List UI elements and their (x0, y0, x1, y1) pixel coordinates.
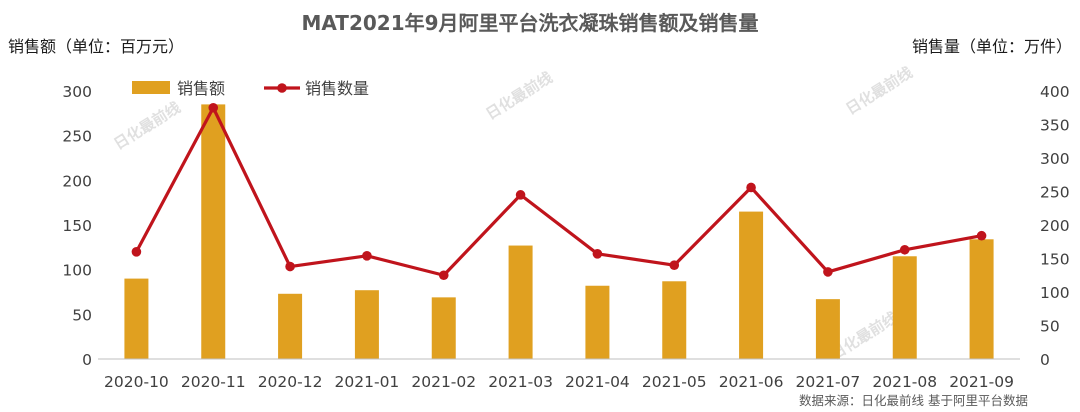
right-y-tick-label: 250 (1040, 184, 1070, 202)
right-y-tick-label: 150 (1040, 251, 1070, 269)
watermark: 日化最前线 (111, 98, 184, 153)
bar (892, 256, 917, 359)
legend: 销售额 销售数量 (132, 79, 369, 98)
line-point (669, 260, 680, 271)
line-point (515, 190, 526, 200)
legend-line-marker (277, 83, 287, 93)
left-y-tick-label: 50 (72, 306, 92, 324)
bar (969, 239, 994, 359)
x-tick-label: 2021-01 (335, 373, 400, 391)
x-tick-label: 2021-07 (796, 373, 861, 391)
source-note: 数据来源：日化最前线 基于阿里平台数据 (799, 393, 1028, 408)
bar (124, 278, 149, 359)
bar-series (124, 104, 994, 360)
bar (815, 299, 840, 359)
watermark: 日化最前线 (843, 63, 916, 118)
left-y-tick-label: 100 (62, 262, 92, 280)
line-point (285, 261, 295, 272)
x-tick-label: 2020-12 (258, 373, 323, 391)
left-y-tick-label: 300 (62, 83, 92, 101)
bar (662, 281, 687, 359)
x-tick-label: 2021-09 (949, 373, 1014, 391)
x-tick-label: 2021-03 (488, 373, 553, 391)
line-point (746, 182, 756, 193)
bar (508, 245, 533, 359)
line-series (131, 102, 987, 281)
right-y-tick-label: 300 (1040, 150, 1070, 168)
left-y-tick-label: 250 (62, 128, 92, 146)
watermark: 日化最前线 (483, 68, 556, 123)
legend-bar-swatch (132, 81, 170, 94)
line-point (976, 230, 987, 241)
left-axis-unit-label: 销售额（单位：百万元） (8, 37, 184, 56)
line-point (899, 244, 910, 255)
x-tick-label: 2021-05 (642, 373, 707, 391)
x-tick-label: 2021-08 (872, 373, 937, 391)
watermark-text: 日化最前线 (111, 98, 184, 153)
right-y-tick-label: 400 (1040, 83, 1070, 101)
line-point (362, 251, 372, 261)
left-y-tick-label: 0 (82, 351, 92, 369)
left-y-tick-label: 150 (62, 217, 92, 235)
right-axis-unit-label: 销售量（单位：万件） (912, 37, 1072, 56)
right-y-tick-label: 50 (1040, 318, 1060, 336)
line-point (208, 102, 219, 113)
line-point (131, 247, 142, 257)
right-y-tick-label: 100 (1040, 284, 1070, 302)
right-y-tick-label: 200 (1040, 217, 1070, 235)
x-tick-label: 2021-02 (411, 373, 476, 391)
line-path (135, 106, 982, 277)
watermark-text: 日化最前线 (483, 68, 556, 123)
x-tick-label: 2021-06 (719, 373, 784, 391)
right-y-tick-label: 350 (1040, 117, 1070, 135)
right-y-tick-label: 0 (1040, 351, 1050, 369)
x-tick-label: 2021-04 (565, 373, 630, 391)
x-tick-label: 2020-11 (181, 373, 246, 391)
line-point (592, 249, 603, 259)
watermark-text: 日化最前线 (843, 63, 916, 118)
chart-title: MAT2021年9月阿里平台洗衣凝珠销售额及销售量 (301, 11, 758, 35)
legend-label: 销售额 (177, 79, 225, 98)
bar (431, 297, 456, 359)
bar (354, 290, 379, 359)
line-point (438, 270, 449, 281)
line-point (823, 267, 833, 277)
left-y-tick-label: 200 (62, 172, 92, 190)
legend-label: 销售数量 (305, 79, 369, 98)
x-tick-label: 2020-10 (104, 373, 169, 391)
bar (201, 104, 226, 360)
axes: 2020-10 2020-11 2020-12 2021-01 2021-02 2021-… (62, 83, 1069, 391)
bar (278, 293, 303, 359)
bar (585, 285, 610, 359)
bar (739, 211, 764, 359)
